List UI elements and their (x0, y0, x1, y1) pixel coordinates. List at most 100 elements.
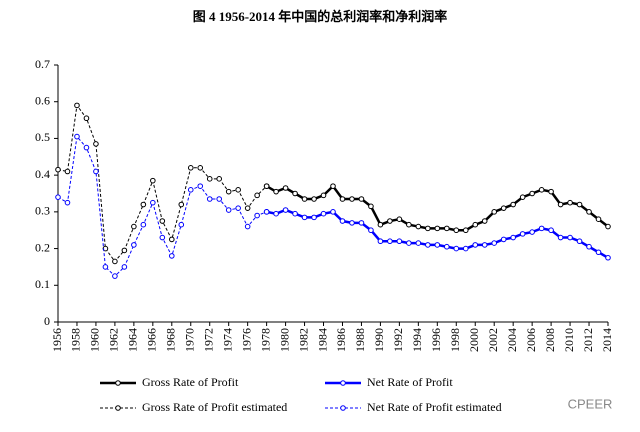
point (434, 225, 441, 232)
y-tick-label: 0.1 (35, 277, 50, 291)
point (472, 242, 479, 248)
point (301, 196, 308, 202)
x-tick-label: 2010 (562, 328, 576, 352)
point (472, 221, 479, 228)
y-tick-label: 0 (44, 314, 50, 328)
point (140, 201, 147, 208)
x-tick-label: 1968 (164, 328, 178, 352)
watermark: CPEER (568, 396, 613, 411)
point (292, 210, 298, 217)
point (491, 209, 498, 215)
point (595, 249, 602, 256)
x-tick-label: 1962 (107, 328, 121, 352)
point (396, 238, 403, 245)
x-tick-label: 2002 (486, 328, 500, 352)
point (131, 242, 137, 248)
point (216, 176, 223, 182)
y-tick-label: 0.6 (35, 93, 50, 107)
point (576, 201, 583, 208)
point (216, 196, 223, 202)
point (311, 196, 317, 202)
point (187, 187, 194, 193)
point (282, 207, 289, 213)
x-tick-label: 1998 (448, 328, 462, 352)
point (235, 205, 241, 211)
x-tick-label: 1960 (88, 328, 102, 352)
point (301, 214, 308, 221)
point (510, 234, 516, 241)
legend-marker (340, 405, 346, 411)
point (159, 218, 166, 224)
point (112, 258, 118, 265)
point (93, 141, 99, 147)
point (225, 207, 232, 213)
point (168, 253, 175, 259)
point (83, 144, 90, 151)
point (121, 247, 128, 254)
point (595, 216, 602, 222)
y-tick-label: 0.2 (35, 240, 50, 254)
point (178, 221, 185, 228)
point (443, 243, 450, 250)
x-tick-label: 1972 (201, 328, 215, 352)
y-tick-label: 0.4 (35, 167, 50, 181)
legend-label: Gross Rate of Profit estimated (142, 400, 287, 414)
point (586, 243, 592, 250)
point (368, 203, 374, 210)
point (55, 194, 61, 200)
x-tick-label: 1994 (410, 328, 424, 352)
point (349, 220, 355, 226)
point (197, 165, 204, 171)
point (538, 225, 545, 232)
point (557, 201, 564, 208)
chart-title: 图 4 1956-2014 年中国的总利润率和净利润率 (193, 9, 448, 24)
point (292, 190, 298, 197)
point (415, 223, 422, 230)
point (548, 227, 554, 234)
point (254, 212, 260, 219)
point (254, 192, 260, 199)
series-line (266, 208, 609, 259)
point (462, 245, 469, 252)
point (605, 254, 611, 261)
point (358, 196, 365, 202)
point (529, 190, 535, 197)
point (548, 188, 554, 195)
x-tick-label: 2000 (467, 328, 481, 352)
point (443, 225, 450, 232)
point (74, 102, 80, 109)
x-tick-label: 2006 (524, 328, 538, 352)
x-tick-label: 1970 (183, 328, 197, 352)
point (576, 238, 583, 245)
legend-label: Net Rate of Profit estimated (367, 400, 502, 414)
point (567, 199, 573, 206)
point (263, 209, 270, 215)
point (510, 201, 516, 208)
point (263, 183, 270, 189)
x-tick-label: 1988 (353, 328, 367, 352)
point (55, 166, 61, 173)
point (330, 209, 336, 215)
y-tick-label: 0.3 (35, 204, 50, 218)
point (387, 218, 393, 224)
point (339, 218, 346, 224)
point (434, 242, 441, 248)
x-tick-label: 1974 (220, 328, 234, 352)
point (491, 240, 498, 246)
point (387, 238, 393, 245)
point (519, 231, 526, 237)
point (358, 220, 365, 226)
point (197, 183, 204, 189)
point (462, 227, 469, 234)
x-tick-label: 1964 (126, 328, 140, 352)
point (121, 264, 128, 270)
point (586, 209, 592, 215)
x-tick-label: 1992 (391, 328, 405, 352)
x-tick-label: 2012 (581, 328, 595, 352)
legend-label: Gross Rate of Profit (142, 375, 239, 389)
x-tick-label: 1980 (277, 328, 291, 352)
point (396, 216, 403, 222)
series-line (57, 135, 267, 277)
point (339, 196, 346, 202)
